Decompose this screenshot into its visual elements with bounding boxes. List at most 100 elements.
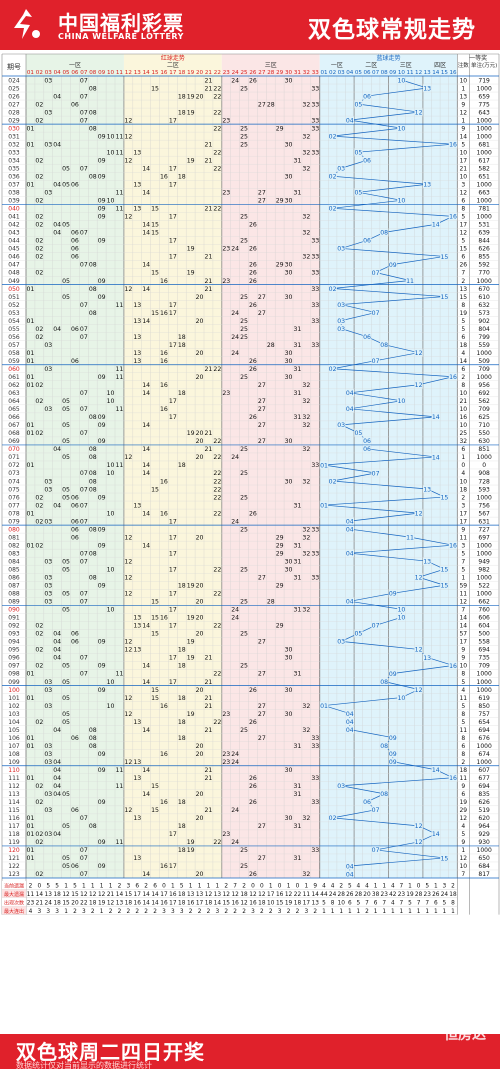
red-ball-number: 10 xyxy=(107,390,115,397)
red-ball-number: 03 xyxy=(44,599,52,606)
red-ball-number: 21 xyxy=(205,366,213,373)
stats-red-value: 2 xyxy=(242,884,246,890)
issue-number: 046 xyxy=(8,254,20,261)
blue-ball-bg xyxy=(423,557,432,565)
issue-number: 024 xyxy=(8,77,20,84)
red-ball-number: 30 xyxy=(285,77,293,84)
red-ball-number: 01 xyxy=(27,430,35,437)
stats-red-value: 1 xyxy=(82,884,86,890)
red-ball-number: 30 xyxy=(285,358,293,365)
stats-red-value: 14 xyxy=(214,900,222,906)
red-ball-number: 29 xyxy=(276,542,284,549)
red-ball-number: 33 xyxy=(311,847,319,854)
red-ball-number: 15 xyxy=(151,206,159,213)
prize-winner-count: 9 xyxy=(461,125,465,132)
prize-amount: 500 xyxy=(478,631,490,638)
stats-blue-value: 28 xyxy=(338,892,346,898)
stats-red-value: 15 xyxy=(276,900,284,906)
issue-number: 118 xyxy=(8,831,20,838)
red-ball-number: 05 xyxy=(62,494,70,501)
red-ball-number: 31 xyxy=(294,414,302,421)
red-ball-number: 11 xyxy=(116,133,124,140)
red-ball-number: 10 xyxy=(107,566,115,573)
stats-blue-value: 1 xyxy=(443,909,447,915)
blue-column-number: 04 xyxy=(346,70,354,76)
blue-ball-number: 03 xyxy=(337,166,345,173)
prize-amount: 902 xyxy=(478,318,490,325)
red-ball-number: 15 xyxy=(151,687,159,694)
red-ball-number: 23 xyxy=(222,751,230,758)
red-ball-number: 11 xyxy=(116,839,124,846)
blue-ball-bg xyxy=(448,774,458,782)
stats-blue-value: 8 xyxy=(331,900,335,906)
stats-red-value: 6 xyxy=(153,884,157,890)
prize-amount: 1000 xyxy=(477,591,492,598)
red-ball-number: 17 xyxy=(169,518,177,525)
blue-ball-bg xyxy=(371,621,380,629)
red-ball-number: 04 xyxy=(53,647,61,654)
red-ball-number: 22 xyxy=(213,454,221,461)
red-ball-number: 21 xyxy=(205,254,213,261)
prize-winner-count: 3 xyxy=(461,542,465,549)
prize-amount: 626 xyxy=(478,799,490,806)
prize-winner-count: 2 xyxy=(461,494,465,501)
red-ball-number: 32 xyxy=(302,446,310,453)
red-column-number: 25 xyxy=(240,70,248,76)
blue-ball-number: 12 xyxy=(415,109,423,116)
red-ball-number: 18 xyxy=(178,719,186,726)
stats-blue-value: 7 xyxy=(417,900,421,906)
stats-red-value: 2 xyxy=(198,909,202,915)
prize-winner-count: 9 xyxy=(461,647,465,654)
prize-winner-count: 14 xyxy=(459,615,467,622)
prize-amount: 1000 xyxy=(477,214,492,221)
prize-amount: 617 xyxy=(478,157,490,164)
stats-red-value: 1 xyxy=(215,884,219,890)
stats-label: 当前遗漏 xyxy=(4,883,24,890)
red-ball-number: 15 xyxy=(151,486,159,493)
red-ball-number: 07 xyxy=(80,93,88,100)
red-column-number: 30 xyxy=(285,70,293,76)
red-ball-number: 21 xyxy=(205,141,213,148)
red-ball-number: 06 xyxy=(71,518,79,525)
prize-amount: 760 xyxy=(478,607,490,614)
blue-ball-number: 14 xyxy=(432,831,440,838)
stats-red-value: 2 xyxy=(144,884,148,890)
prize-winner-count: 9 xyxy=(461,783,465,790)
stats-blue-value: 1 xyxy=(425,909,429,915)
red-ball-number: 32 xyxy=(302,703,310,710)
prize-winner-count: 12 xyxy=(459,855,467,862)
red-ball-number: 05 xyxy=(62,278,70,285)
red-ball-number: 33 xyxy=(311,270,319,277)
red-ball-number: 01 xyxy=(27,358,35,365)
stats-blue-value: 1 xyxy=(417,909,421,915)
red-ball-number: 19 xyxy=(187,93,195,100)
red-ball-number: 33 xyxy=(311,550,319,557)
red-ball-number: 21 xyxy=(205,775,213,782)
red-ball-number: 02 xyxy=(35,270,43,277)
blue-ball-number: 06 xyxy=(363,158,371,165)
stats-red-value: 2 xyxy=(91,909,95,915)
red-ball-number: 20 xyxy=(196,743,204,750)
red-ball-number: 06 xyxy=(71,631,79,638)
red-ball-number: 27 xyxy=(258,310,266,317)
issue-number: 051 xyxy=(8,294,20,301)
red-ball-number: 12 xyxy=(124,807,132,814)
prize-winner-count: 1 xyxy=(461,847,465,854)
stats-red-value: 13 xyxy=(214,892,222,898)
issue-number: 026 xyxy=(8,93,20,100)
red-ball-number: 14 xyxy=(142,230,150,237)
red-ball-number: 33 xyxy=(311,101,319,108)
blue-ball-number: 04 xyxy=(346,550,354,557)
blue-ball-number: 06 xyxy=(363,799,371,806)
red-ball-number: 04 xyxy=(53,222,61,229)
red-ball-number: 19 xyxy=(187,847,195,854)
red-ball-number: 15 xyxy=(151,783,159,790)
red-ball-number: 05 xyxy=(62,294,70,301)
red-ball-number: 09 xyxy=(98,767,106,774)
blue-ball-bg xyxy=(380,742,389,750)
red-ball-number: 21 xyxy=(205,727,213,734)
issue-number: 030 xyxy=(8,125,20,132)
prize-winner-count: 7 xyxy=(461,270,465,277)
red-ball-number: 09 xyxy=(98,278,106,285)
blue-ball-number: 06 xyxy=(363,334,371,341)
